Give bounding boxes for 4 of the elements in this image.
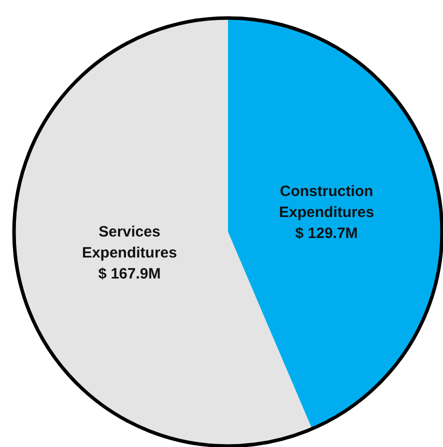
slice-label: Services Expenditures xyxy=(82,223,177,262)
slice-label: Construction Expenditures xyxy=(279,183,374,222)
data-label: $ 167.9M xyxy=(98,265,161,282)
data-label: $ 129.7M xyxy=(295,225,358,242)
